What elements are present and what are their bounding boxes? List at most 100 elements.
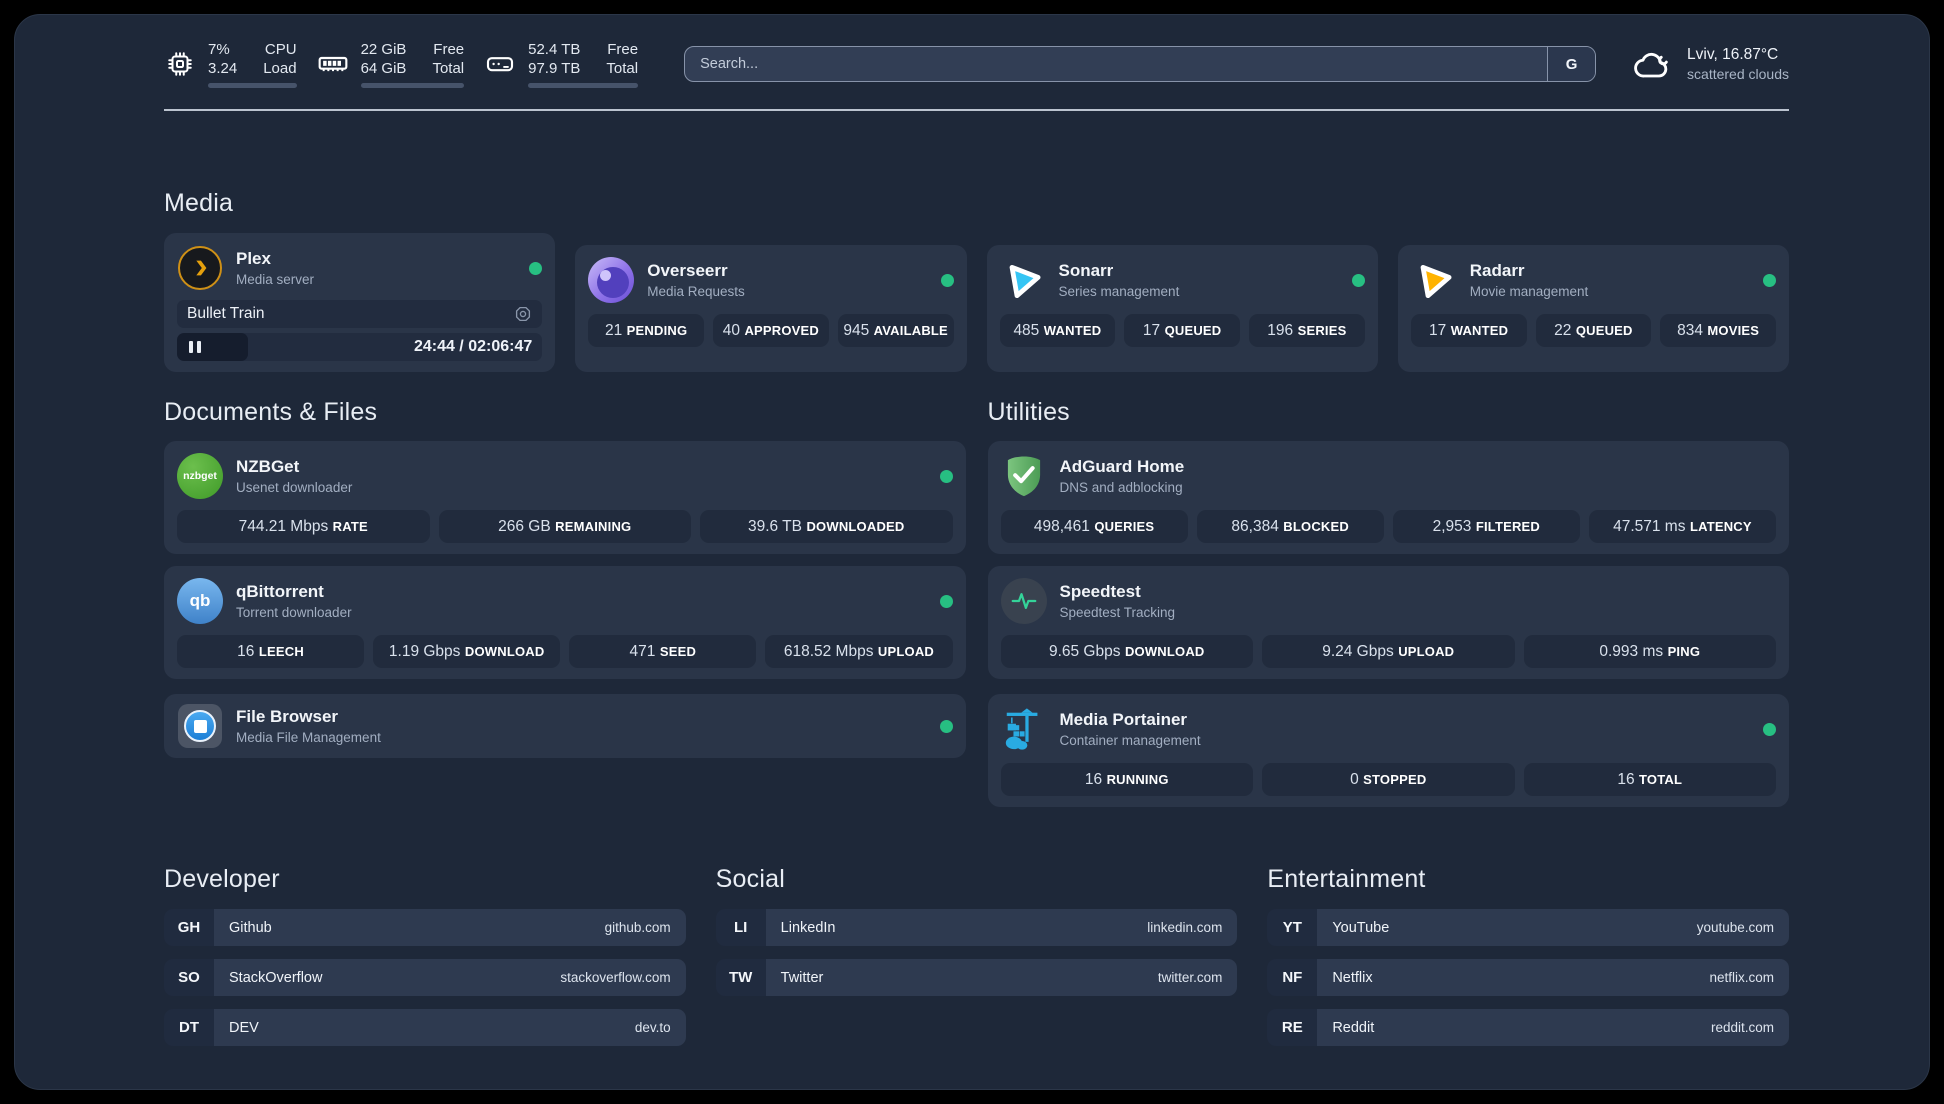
section-title-entertainment: Entertainment (1267, 865, 1426, 893)
stat-label: QUEUED (1575, 323, 1633, 338)
disk-total-value: 97.9 TB (528, 60, 581, 77)
disk-icon (484, 48, 516, 80)
stat-tile: 1.19 Gbps DOWNLOAD (373, 635, 561, 668)
stat-value: 16 (237, 643, 255, 660)
stat-label: FILTERED (1475, 519, 1541, 534)
card-subtitle: Container management (1059, 733, 1201, 748)
stat-value: 16 (1617, 771, 1635, 788)
stat-tile: 86,384 BLOCKED (1196, 510, 1384, 543)
sonarr-card[interactable]: Sonarr Series management 485 WANTED 17 Q… (986, 245, 1378, 372)
stat-label: RATE (332, 519, 368, 534)
portainer-card[interactable]: Media Portainer Container management 16 … (987, 694, 1789, 807)
section-title-utilities: Utilities (987, 398, 1070, 426)
stat-tile: 21 PENDING (588, 314, 704, 347)
bookmark-name: Github (229, 919, 272, 936)
search-input[interactable] (685, 47, 1548, 81)
bookmark-abbr: GH (164, 909, 214, 946)
bookmark-name: YouTube (1332, 919, 1390, 936)
bookmark-netflix[interactable]: NF Netflix netflix.com (1267, 959, 1789, 996)
disk-widget: 52.4 TB 97.9 TB Free Total (484, 40, 639, 88)
pause-icon[interactable] (189, 341, 201, 353)
nzbget-card[interactable]: nzbget NZBGet Usenet downloader 744.21 M… (164, 441, 966, 554)
bookmark-abbr: NF (1267, 959, 1318, 996)
player-time: 24:44 / 02:06:47 (413, 338, 533, 355)
bookmark-youtube[interactable]: YT YouTube youtube.com (1267, 909, 1789, 946)
stat-tile: 47.571 ms LATENCY (1588, 510, 1776, 543)
cpu-progressbar (208, 83, 297, 88)
now-playing-row: Bullet Train (177, 300, 543, 328)
adguard-card[interactable]: AdGuard Home DNS and adblocking 498,461 … (987, 441, 1789, 554)
radarr-icon (1411, 257, 1457, 303)
memory-progressbar (360, 83, 465, 88)
adguard-icon (1001, 453, 1047, 499)
cpu-icon (164, 48, 196, 80)
bookmark-url: reddit.com (1710, 1020, 1774, 1035)
search-provider-button[interactable]: G (1547, 47, 1596, 81)
player-progress-bar[interactable]: 24:44 / 02:06:47 (177, 333, 543, 361)
portainer-icon (1001, 706, 1047, 752)
stat-value: 2,953 (1432, 518, 1472, 535)
bookmark-abbr: SO (164, 959, 214, 996)
stat-label: DOWNLOAD (464, 644, 545, 659)
plex-card[interactable]: Plex Media server Bullet Train (164, 233, 556, 372)
card-subtitle: Media File Management (236, 730, 381, 745)
stat-label: BLOCKED (1283, 519, 1349, 534)
video-icon (514, 305, 532, 323)
stat-tile: 485 WANTED (999, 314, 1116, 347)
bookmark-abbr: RE (1267, 1009, 1318, 1046)
stat-tile: 945 AVAILABLE (837, 314, 954, 347)
stat-label: WANTED (1043, 323, 1102, 338)
bookmark-linkedin[interactable]: LI LinkedIn linkedin.com (715, 909, 1238, 946)
cloud-icon (1632, 47, 1674, 81)
filebrowser-card[interactable]: File Browser Media File Management (164, 694, 966, 758)
bookmark-abbr: DT (164, 1009, 214, 1046)
cpu-load-value: 3.24 (208, 60, 238, 77)
card-title: File Browser (236, 707, 339, 726)
sonarr-icon (1000, 257, 1046, 303)
stat-value: 834 (1677, 322, 1703, 339)
stat-value: 9.65 Gbps (1048, 643, 1121, 660)
bookmark-name: StackOverflow (229, 969, 323, 986)
status-dot (939, 469, 953, 483)
card-title: AdGuard Home (1059, 457, 1185, 476)
stat-label: DOWNLOAD (1124, 644, 1205, 659)
bookmark-name: LinkedIn (780, 919, 836, 936)
stat-tile: 17 WANTED (1410, 314, 1527, 347)
disk-free-label: Free (607, 41, 639, 58)
stat-value: 266 GB (498, 518, 551, 535)
topbar-divider (164, 109, 1789, 111)
cpu-load-label: Load (263, 60, 297, 77)
speedtest-card[interactable]: Speedtest Speedtest Tracking 9.65 Gbps D… (987, 566, 1789, 679)
bookmark-github[interactable]: GH Github github.com (164, 909, 686, 946)
stat-value: 0 (1350, 771, 1359, 788)
stat-tile: 196 SERIES (1249, 314, 1365, 347)
card-title: Sonarr (1058, 261, 1114, 280)
stat-value: 471 (629, 643, 656, 660)
stat-value: 39.6 TB (747, 518, 802, 535)
dashboard: 7% 3.24 CPU Load (14, 14, 1930, 1090)
overseerr-icon (588, 257, 635, 303)
stat-label: LEECH (258, 644, 304, 659)
section-title-media: Media (164, 189, 234, 217)
radarr-card[interactable]: Radarr Movie management 17 WANTED 22 QUE… (1397, 245, 1789, 372)
stat-value: 0.993 ms (1599, 643, 1664, 660)
overseerr-card[interactable]: Overseerr Media Requests 21 PENDING 40 A… (575, 245, 967, 372)
bookmark-name: Twitter (780, 969, 824, 986)
card-title: Overseerr (647, 261, 728, 280)
stat-tile: 834 MOVIES (1660, 314, 1776, 347)
bookmark-stackoverflow[interactable]: SO StackOverflow stackoverflow.com (164, 959, 686, 996)
bookmark-twitter[interactable]: TW Twitter twitter.com (715, 959, 1238, 996)
stat-value: 22 (1554, 322, 1572, 339)
stat-label: STOPPED (1363, 772, 1427, 787)
bookmark-reddit[interactable]: RE Reddit reddit.com (1267, 1009, 1789, 1046)
stat-label: RUNNING (1106, 772, 1169, 787)
bookmark-name: Reddit (1332, 1019, 1375, 1036)
bookmark-url: github.com (604, 920, 671, 935)
stat-label: WANTED (1450, 323, 1509, 338)
stat-label: PING (1667, 644, 1701, 659)
stat-label: SERIES (1297, 323, 1347, 338)
qbittorrent-card[interactable]: qb qBittorrent Torrent downloader 16 LEE… (164, 566, 966, 679)
memory-total-value: 64 GiB (360, 60, 407, 77)
status-dot (939, 594, 953, 608)
bookmark-dev[interactable]: DT DEV dev.to (164, 1009, 686, 1046)
